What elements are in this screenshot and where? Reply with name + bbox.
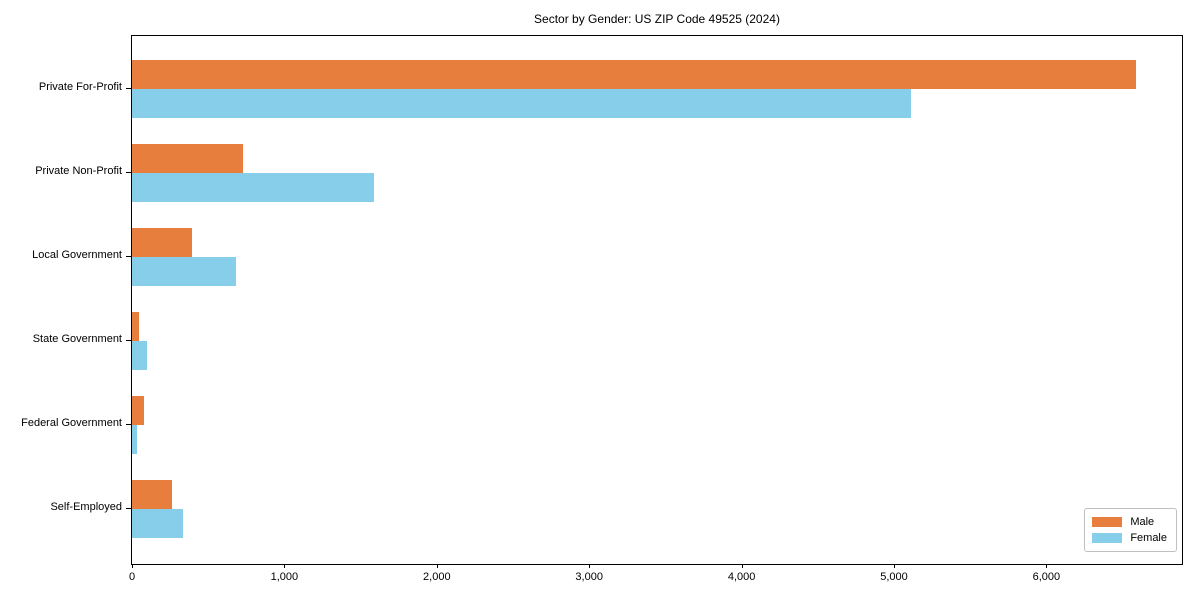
bar-male-private-for-profit bbox=[132, 60, 1137, 89]
y-tick-mark bbox=[126, 88, 131, 89]
bar-male-local-government bbox=[132, 228, 193, 257]
x-tick-mark bbox=[1046, 564, 1048, 568]
x-tick-mark bbox=[741, 564, 743, 568]
legend-swatch-male bbox=[1092, 517, 1123, 527]
y-tick-label-private-for-profit: Private For-Profit bbox=[38, 81, 122, 93]
bar-female-state-government bbox=[132, 341, 148, 370]
legend-entry-male: Male bbox=[1092, 514, 1167, 530]
x-tick-label-6-000: 6,000 bbox=[1032, 571, 1061, 583]
x-tick-mark bbox=[284, 564, 286, 568]
bar-female-federal-government bbox=[132, 425, 137, 454]
y-tick-label-federal-government: Federal Government bbox=[21, 417, 122, 429]
y-tick-mark bbox=[126, 424, 131, 425]
legend-label-male: Male bbox=[1130, 516, 1155, 528]
bar-female-private-non-profit bbox=[132, 173, 374, 202]
x-tick-mark bbox=[589, 564, 591, 568]
x-tick-label-0: 0 bbox=[128, 571, 136, 583]
x-tick-label-5-000: 5,000 bbox=[880, 571, 908, 583]
y-tick-mark bbox=[126, 340, 131, 341]
bar-male-self-employed bbox=[132, 480, 172, 509]
chart-title: Sector by Gender: US ZIP Code 49525 (202… bbox=[534, 12, 780, 26]
bar-female-private-for-profit bbox=[132, 89, 911, 118]
plot-area: Male Female bbox=[131, 35, 1183, 565]
x-tick-mark bbox=[894, 564, 895, 568]
bar-male-federal-government bbox=[132, 396, 145, 425]
x-tick-label-2-000: 2,000 bbox=[423, 571, 451, 583]
legend-swatch-female bbox=[1092, 533, 1123, 543]
legend: Male Female bbox=[1084, 508, 1177, 552]
y-tick-label-private-non-profit: Private Non-Profit bbox=[35, 165, 122, 177]
y-tick-mark bbox=[126, 172, 131, 173]
y-tick-label-local-government: Local Government bbox=[32, 249, 122, 261]
x-tick-label-1-000: 1,000 bbox=[270, 571, 299, 583]
x-tick-mark bbox=[436, 564, 438, 568]
bar-male-private-non-profit bbox=[132, 144, 244, 173]
y-tick-mark bbox=[126, 508, 131, 509]
bar-female-self-employed bbox=[132, 509, 184, 538]
x-tick-mark bbox=[132, 564, 133, 568]
x-tick-label-3-000: 3,000 bbox=[575, 571, 603, 583]
y-tick-label-self-employed: Self-Employed bbox=[50, 501, 122, 513]
x-tick-label-4-000: 4,000 bbox=[727, 571, 756, 583]
bar-male-state-government bbox=[132, 312, 139, 341]
y-tick-label-state-government: State Government bbox=[32, 333, 122, 345]
y-tick-mark bbox=[126, 256, 131, 257]
bar-female-local-government bbox=[132, 257, 236, 286]
legend-label-female: Female bbox=[1130, 532, 1167, 544]
legend-entry-female: Female bbox=[1092, 530, 1167, 546]
